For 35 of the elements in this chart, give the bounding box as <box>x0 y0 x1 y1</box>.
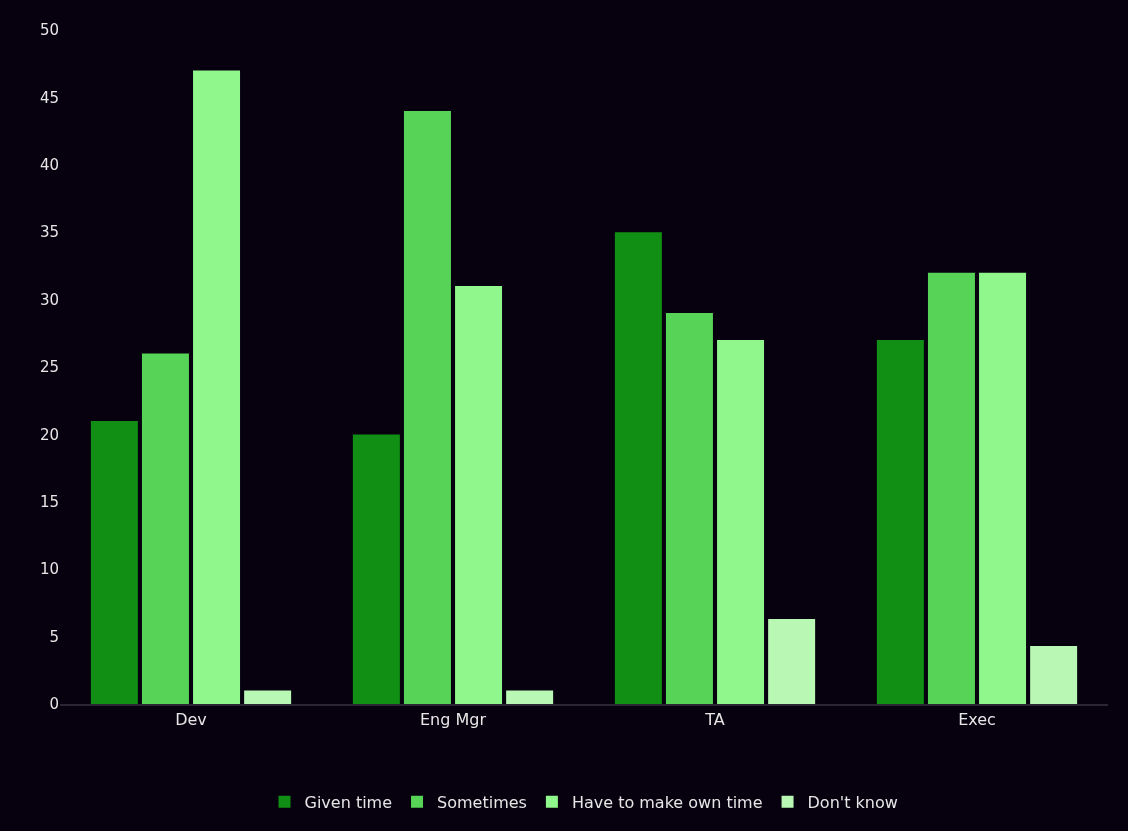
legend-label: Have to make own time <box>571 793 763 813</box>
x-tick-label: Dev <box>175 710 207 730</box>
bar <box>876 340 924 704</box>
y-tick-label: 40 <box>39 156 59 175</box>
bar <box>1030 646 1078 704</box>
bar <box>665 313 713 704</box>
y-tick-label: 25 <box>39 358 59 377</box>
legend-label: Sometimes <box>437 793 527 813</box>
legend-label: Given time <box>304 793 393 813</box>
bar <box>717 340 765 704</box>
bar <box>90 420 138 704</box>
y-tick-label: 35 <box>39 223 59 242</box>
bar <box>506 690 554 704</box>
x-tick-label: TA <box>704 710 725 730</box>
x-tick-label: Exec <box>958 710 996 730</box>
bar <box>352 434 400 704</box>
bar <box>141 353 189 704</box>
bar <box>193 70 241 704</box>
bar <box>927 272 975 704</box>
y-tick-label: 30 <box>39 290 59 309</box>
bar <box>455 286 503 704</box>
y-tick-label: 0 <box>49 695 59 714</box>
y-tick-label: 20 <box>39 425 59 444</box>
bar <box>244 690 292 704</box>
bar <box>614 232 662 704</box>
x-tick-label: Eng Mgr <box>419 710 487 730</box>
y-tick-label: 45 <box>39 88 59 107</box>
bar <box>768 619 816 704</box>
y-tick-label: 10 <box>39 560 59 579</box>
y-tick-label: 5 <box>49 627 59 646</box>
y-tick-label: 15 <box>39 493 59 512</box>
bar <box>403 110 451 704</box>
legend-label: Don't know <box>807 793 898 813</box>
y-tick-label: 50 <box>39 21 59 40</box>
bar <box>979 272 1027 704</box>
